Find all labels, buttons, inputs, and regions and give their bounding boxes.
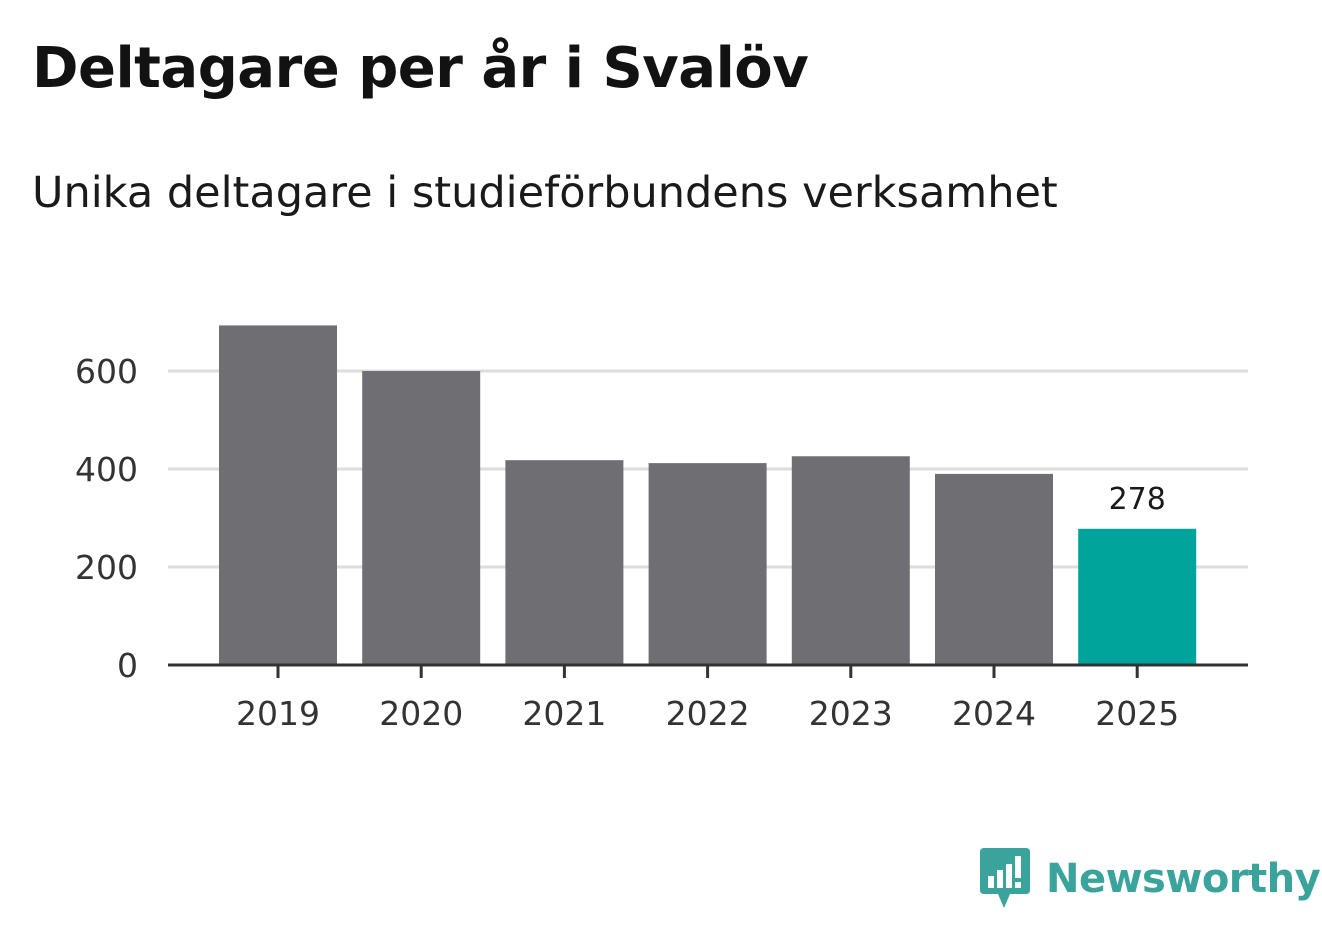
x-tick-label: 2025 — [1095, 694, 1179, 733]
bar-2022 — [648, 463, 767, 665]
y-tick-label: 400 — [75, 450, 138, 489]
brand-logo: Newsworthy — [980, 848, 1321, 910]
y-tick-label: 600 — [75, 352, 138, 391]
x-tick-label: 2022 — [666, 694, 750, 733]
x-tick-label: 2021 — [522, 694, 606, 733]
x-tick-label: 2024 — [952, 694, 1036, 733]
x-tick-label: 2023 — [809, 694, 893, 733]
newsworthy-logo-icon — [980, 848, 1030, 908]
y-tick-label: 0 — [117, 646, 138, 685]
x-tick-label: 2019 — [236, 694, 320, 733]
chart-subtitle: Unika deltagare i studieförbundens verks… — [32, 168, 1058, 218]
bars — [219, 325, 1197, 665]
bar-2025 — [1078, 528, 1197, 665]
axes — [168, 663, 1248, 678]
bar-2021 — [505, 460, 624, 665]
bar-2019 — [219, 325, 337, 665]
bar-2023 — [791, 456, 910, 665]
labels: 0 200 400 600 2019 2020 2021 2022 2023 2024 2025 27… — [75, 352, 1179, 733]
x-tick-label: 2020 — [379, 694, 463, 733]
data-label: 278 — [1109, 482, 1166, 517]
y-tick-label: 200 — [75, 548, 138, 587]
bar-2024 — [935, 473, 1053, 665]
bar-2020 — [362, 371, 481, 665]
chart-title: Deltagare per år i Svalöv — [32, 36, 809, 101]
bar-chart: 0 200 400 600 2019 2020 2021 2022 2023 2024 2025 27… — [75, 325, 1248, 733]
brand-name: Newsworthy — [1046, 856, 1321, 902]
